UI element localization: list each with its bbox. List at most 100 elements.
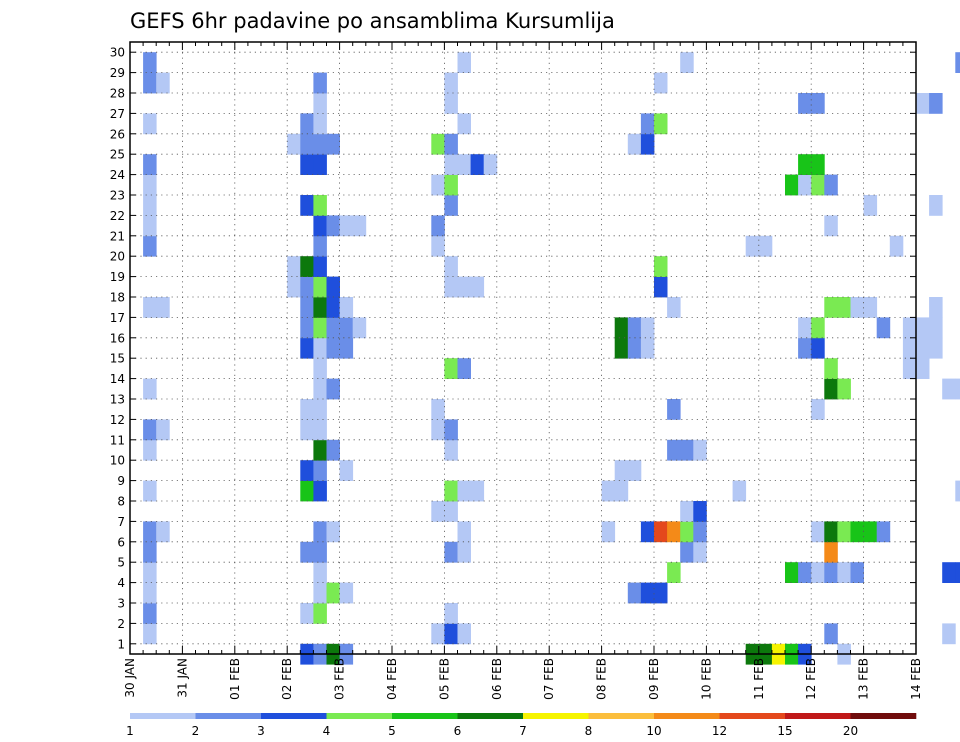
- heatmap-cell: [326, 276, 340, 298]
- heatmap-cell: [680, 439, 694, 461]
- heatmap-cell: [156, 419, 170, 441]
- heatmap-cell: [431, 501, 445, 522]
- heatmap-cell: [313, 399, 327, 420]
- heatmap-cell: [444, 623, 458, 645]
- heatmap-cell: [143, 521, 157, 543]
- heatmap-cell: [339, 582, 354, 604]
- heatmap-cell: [798, 337, 812, 359]
- heatmap-cell: [601, 521, 616, 543]
- heatmap-cell: [640, 582, 655, 604]
- heatmap-cell: [143, 562, 157, 583]
- heatmap-cell: [680, 501, 694, 522]
- heatmap-cell: [143, 480, 157, 502]
- colorbar: 1 2 3 4 5 6 7 8 10 12 15 20: [126, 713, 917, 738]
- heatmap-cell: [811, 154, 825, 175]
- x-tick-label: 03 FEB: [333, 658, 347, 700]
- heatmap-cell: [955, 480, 960, 502]
- heatmap-cell: [457, 521, 471, 543]
- heatmap-cell: [667, 439, 681, 461]
- heatmap-cell: [313, 419, 327, 441]
- heatmap-cell: [300, 399, 314, 420]
- heatmap-cell: [876, 317, 891, 339]
- heatmap-cell: [313, 358, 327, 379]
- heatmap-cell: [339, 460, 354, 481]
- heatmap-cell: [444, 541, 458, 563]
- heatmap-cell: [942, 562, 956, 583]
- heatmap-cell: [444, 72, 458, 94]
- heatmap-cell: [798, 93, 812, 114]
- colorbar-segment: [850, 713, 917, 719]
- heatmap-cell: [627, 133, 642, 155]
- colorbar-label: 1: [126, 724, 134, 738]
- heatmap-cell: [640, 113, 655, 135]
- y-axis: 1234567891011121314151617181920212223242…: [110, 46, 916, 651]
- x-tick-label: 10 FEB: [699, 658, 713, 700]
- heatmap-cell: [470, 154, 485, 175]
- heatmap-cell: [313, 256, 327, 277]
- y-tick-label: 2: [117, 617, 125, 631]
- heatmap-cell: [916, 93, 930, 114]
- heatmap-cell: [798, 317, 812, 339]
- colorbar-label: 8: [585, 724, 593, 738]
- y-tick-label: 4: [117, 576, 125, 590]
- grid-lines: [130, 42, 916, 654]
- heatmap-cell: [143, 113, 157, 135]
- x-tick-label: 02 FEB: [280, 658, 294, 700]
- heatmap-cell: [143, 154, 157, 175]
- plot-frame: [129, 41, 917, 655]
- heatmap-cell: [824, 541, 838, 563]
- y-tick-label: 13: [110, 393, 125, 407]
- heatmap-cell: [457, 52, 471, 73]
- colorbar-segment: [785, 713, 851, 719]
- heatmap-cell: [300, 276, 314, 298]
- heatmap-cell: [339, 317, 354, 339]
- heatmap-cell: [352, 317, 367, 339]
- x-tick-label: 08 FEB: [595, 658, 609, 700]
- heatmap-cell: [902, 358, 917, 379]
- heatmap-cell: [326, 337, 340, 359]
- heatmap-cell: [902, 317, 917, 339]
- heatmap-cell: [850, 297, 864, 318]
- heatmap-cell: [929, 317, 943, 339]
- heatmap-cell: [614, 460, 629, 481]
- y-tick-label: 17: [110, 311, 125, 325]
- heatmap-cell: [339, 297, 354, 318]
- heatmap-cell: [313, 317, 327, 339]
- y-tick-label: 8: [117, 495, 125, 509]
- heatmap-cell: [654, 582, 668, 604]
- heatmap-cell: [627, 582, 642, 604]
- heatmap-cell: [300, 133, 314, 155]
- heatmap-cell: [143, 215, 157, 237]
- heatmap-cell: [627, 317, 642, 339]
- heatmap-cell: [444, 174, 458, 196]
- y-tick-label: 30: [110, 46, 125, 60]
- heatmap-cell: [431, 215, 445, 237]
- y-tick-label: 10: [110, 454, 125, 468]
- heatmap-cell: [457, 358, 471, 379]
- heatmap-cell: [654, 72, 668, 94]
- heatmap-cell: [444, 419, 458, 441]
- heatmap-cell: [431, 623, 445, 645]
- heatmap-cell: [339, 337, 354, 359]
- x-tick-label: 14 FEB: [909, 658, 923, 700]
- heatmap-cell: [758, 235, 773, 257]
- heatmap-cell: [837, 521, 851, 543]
- heatmap-cell: [300, 113, 314, 135]
- heatmap-cell: [326, 582, 340, 604]
- heatmap-cell: [457, 113, 471, 135]
- heatmap-cell: [667, 399, 681, 420]
- heatmap-cell: [326, 133, 340, 155]
- heatmap-cell: [326, 521, 340, 543]
- heatmap-cell: [640, 337, 655, 359]
- colorbar-label: 5: [388, 724, 396, 738]
- heatmap-cell: [667, 521, 681, 543]
- colorbar-segment: [326, 713, 393, 719]
- x-tick-label: 05 FEB: [437, 658, 451, 700]
- heatmap-cell: [824, 215, 838, 237]
- heatmap-cell: [313, 235, 327, 257]
- heatmap-cell: [785, 174, 799, 196]
- heatmap-cell: [300, 480, 314, 502]
- heatmap-cell: [785, 562, 799, 583]
- heatmap-cell: [837, 562, 851, 583]
- heatmap-cell: [929, 337, 943, 359]
